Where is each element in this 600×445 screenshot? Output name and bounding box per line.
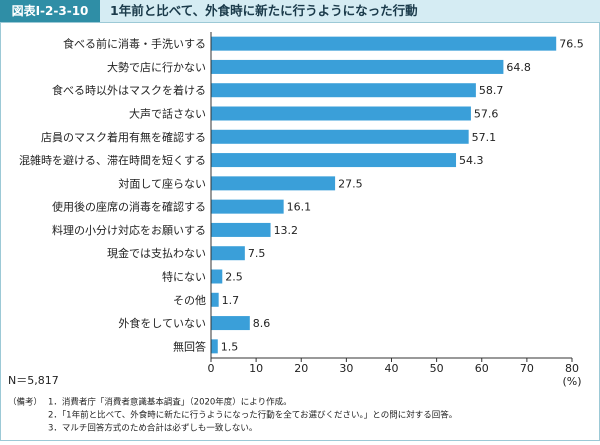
sample-size: N＝5,817 (8, 374, 59, 387)
value-label: 16.1 (287, 201, 312, 214)
value-label: 57.6 (474, 108, 499, 121)
value-label: 27.5 (338, 177, 363, 190)
bar (211, 83, 476, 98)
notes-label: （備考） (8, 397, 42, 408)
x-unit: (%) (562, 375, 581, 388)
category-label: 特にない (162, 270, 206, 284)
bar (211, 292, 219, 307)
category-label: 対面して座らない (118, 176, 206, 190)
category-label: 食べる時以外はマスクを着ける (52, 83, 206, 97)
value-label: 1.7 (222, 294, 240, 307)
bar (211, 129, 469, 144)
x-tick-label: 80 (565, 362, 579, 375)
category-label: その他 (173, 294, 206, 307)
x-tick-label: 0 (208, 362, 215, 375)
bar (211, 246, 245, 261)
category-label: 料理の小分け対応をお願いする (52, 223, 206, 237)
value-label: 13.2 (274, 224, 299, 237)
value-label: 2.5 (225, 271, 243, 284)
value-label: 8.6 (253, 317, 271, 330)
bar (211, 339, 218, 354)
category-label: 大声で話さない (129, 107, 206, 121)
value-label: 76.5 (559, 38, 584, 51)
bar (211, 316, 250, 331)
bar (211, 36, 557, 51)
x-tick-label: 50 (430, 362, 444, 375)
note: 2．「1年前と比べて、外食時に新たに行うようになった行動を全てお選びください。」… (48, 410, 457, 421)
x-tick-label: 20 (294, 362, 308, 375)
chart-title: 1年前と比べて、外食時に新たに行うようになった行動 (110, 3, 418, 18)
value-label: 58.7 (479, 84, 504, 97)
value-label: 54.3 (459, 154, 484, 167)
category-label: 店員のマスク着用有無を確認する (41, 130, 206, 144)
category-label: 大勢で店に行かない (107, 60, 206, 74)
bar (211, 269, 223, 284)
bar (211, 106, 471, 121)
category-label: 混雑時を避ける、滞在時間を短くする (19, 153, 206, 167)
note: 1．消費者庁「消費者意識基本調査」（2020年度）により作成。 (48, 397, 292, 408)
value-label: 1.5 (221, 340, 239, 353)
figure-label: 図表Ⅰ-2-3-10 (12, 3, 89, 18)
bar (211, 153, 457, 168)
x-tick-label: 70 (520, 362, 534, 375)
value-label: 64.8 (506, 61, 531, 74)
category-label: 使用後の座席の消毒を確認する (52, 200, 206, 214)
note: 3．マルチ回答方式のため合計は必ずしも一致しない。 (48, 423, 257, 434)
bar (211, 176, 336, 191)
category-label: 現金では支払わない (107, 246, 206, 260)
category-label: 食べる前に消毒・手洗いする (63, 37, 206, 51)
x-tick-label: 60 (475, 362, 489, 375)
category-label: 無回答 (173, 339, 206, 353)
x-tick-label: 40 (385, 362, 399, 375)
value-label: 57.1 (472, 131, 497, 144)
bar (211, 222, 271, 237)
bar (211, 199, 284, 214)
value-label: 7.5 (248, 247, 266, 260)
x-tick-label: 10 (249, 362, 263, 375)
header-band (0, 0, 600, 22)
category-label: 外食をしていない (118, 316, 206, 330)
x-tick-label: 30 (339, 362, 353, 375)
figure-label-box (0, 0, 100, 22)
bar (211, 59, 504, 74)
